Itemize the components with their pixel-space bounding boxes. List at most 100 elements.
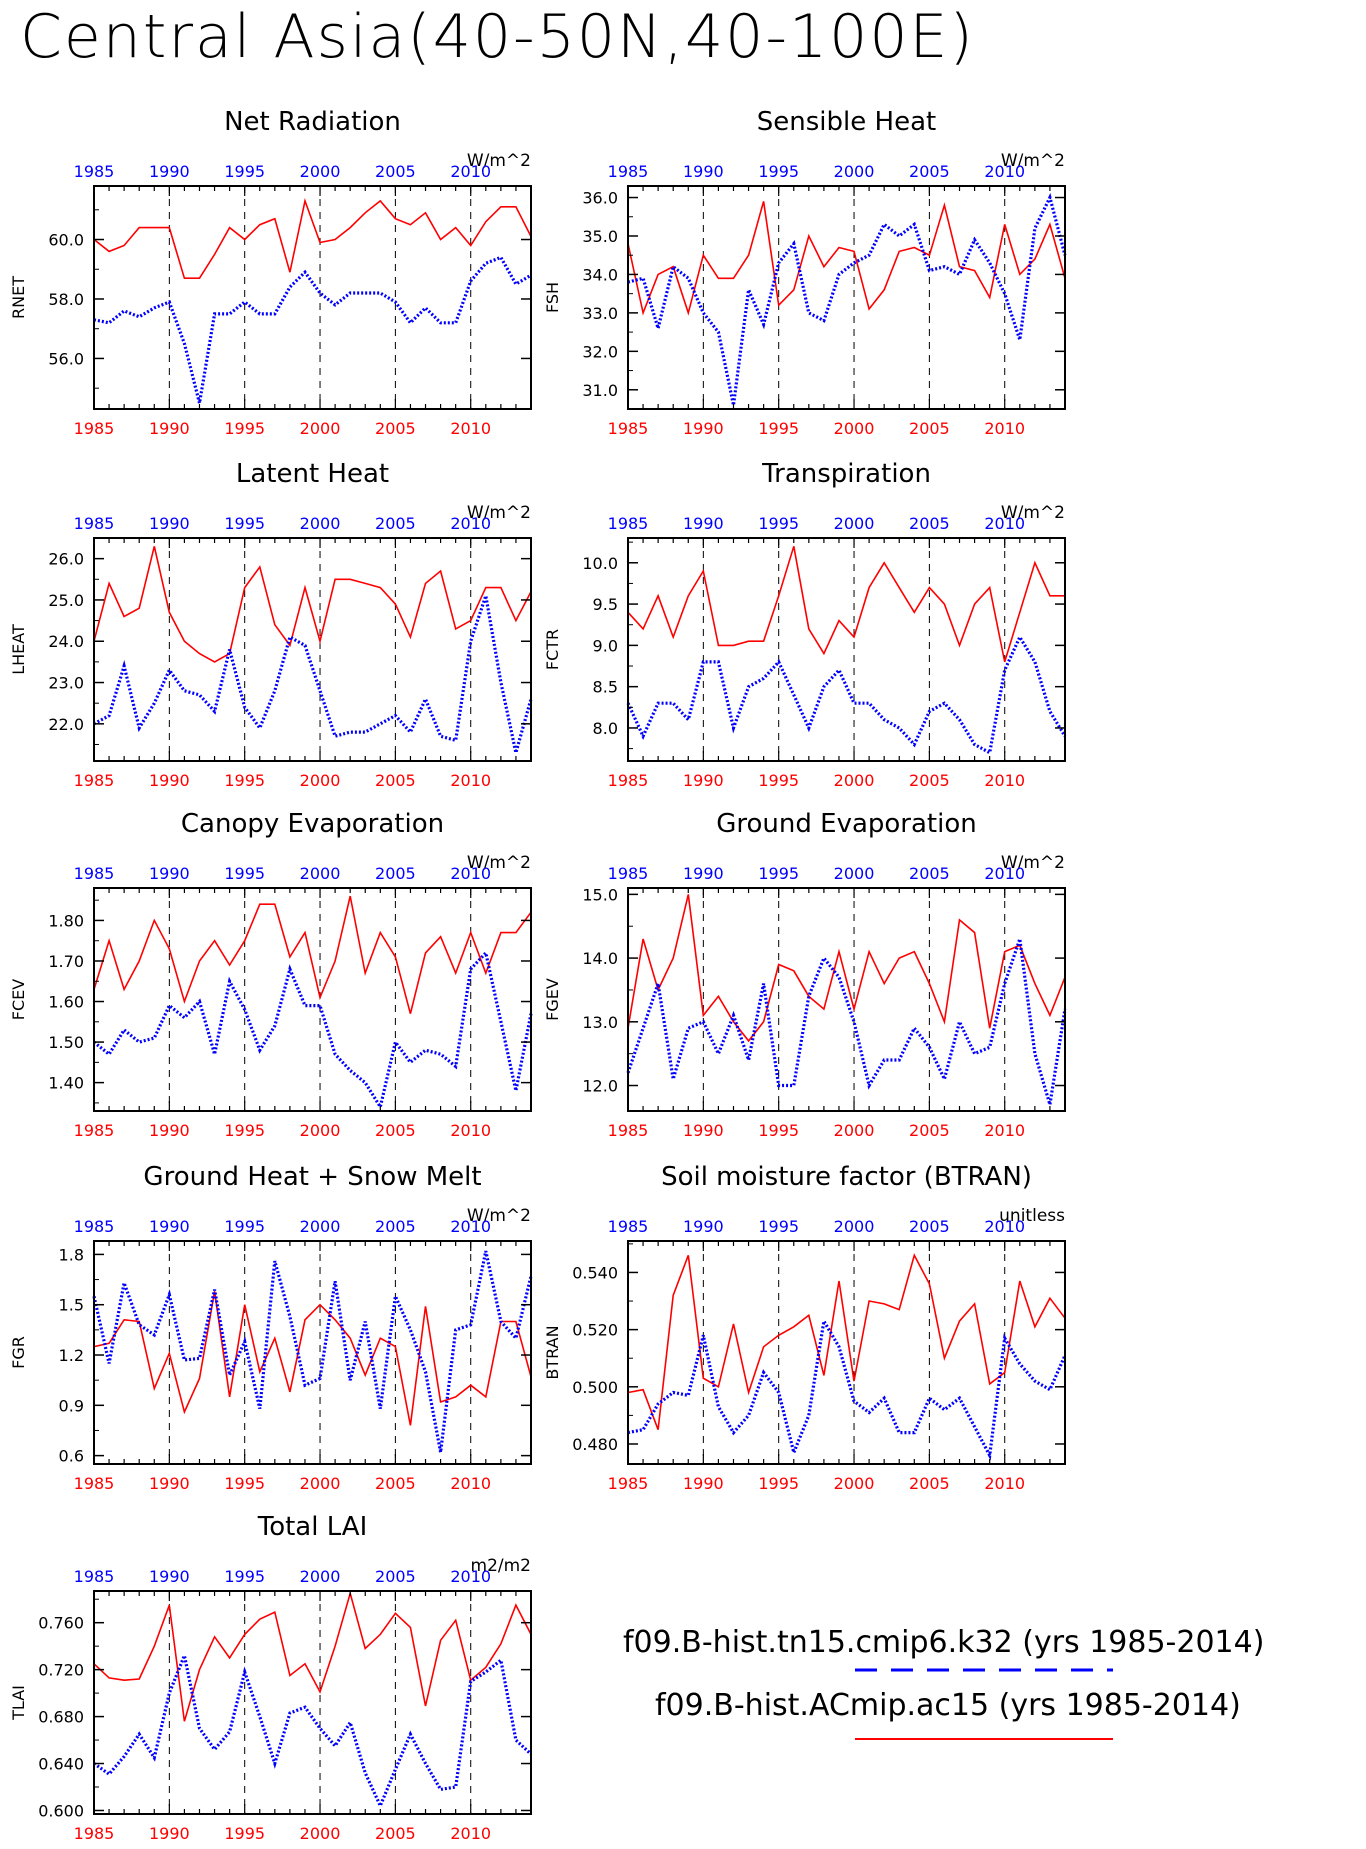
y-axis-label: FCTR (543, 629, 562, 670)
y-tick-label: 15.0 (582, 885, 618, 904)
x-bottom-tick-label: 2010 (450, 1474, 491, 1493)
panel-fgev: Ground Evaporation W/m^2 FGEV 12.0 13.0 14.0 1… (543, 809, 1067, 1140)
x-top-tick-label: 2010 (450, 1567, 491, 1586)
y-tick-label: 1.60 (48, 993, 84, 1012)
y-axis-label: LHEAT (9, 624, 28, 675)
y-tick-label: 33.0 (582, 304, 618, 323)
y-tick-label: 8.5 (593, 678, 618, 697)
x-bottom-tick-label: 2005 (909, 771, 950, 790)
y-tick-label: 24.0 (48, 632, 84, 651)
x-top-tick-label: 1990 (149, 1217, 190, 1236)
y-tick-label: 35.0 (582, 227, 618, 246)
panel-units: W/m^2 (467, 503, 531, 523)
x-bottom-tick-label: 1995 (224, 1824, 265, 1843)
x-bottom-tick-label: 2005 (375, 1824, 416, 1843)
series-case2-line (93, 546, 532, 663)
x-top-tick-label: 1985 (74, 1567, 115, 1586)
plot-frame (627, 887, 1066, 1112)
y-tick-label: 0.640 (38, 1755, 84, 1774)
x-bottom-tick-label: 2010 (450, 1121, 491, 1140)
x-bottom-tick-label: 2000 (300, 771, 341, 790)
panel-fsh: Sensible Heat W/m^2 FSH 31.0 32.0 33.0 34.0 35.… (543, 107, 1067, 438)
series-case1-line (626, 938, 1067, 1106)
y-axis-label: TLAI (9, 1685, 28, 1721)
x-bottom-tick-label: 1995 (224, 1121, 265, 1140)
x-bottom-tick-label: 1990 (149, 1121, 190, 1140)
plot-frame (627, 537, 1066, 762)
x-top-tick-label: 1995 (224, 864, 265, 883)
y-tick-label: 0.600 (38, 1801, 84, 1820)
panel-units: W/m^2 (467, 151, 531, 171)
x-bottom-tick-label: 1990 (149, 771, 190, 790)
x-top-tick-label: 1990 (683, 864, 724, 883)
y-axis-label: FGR (9, 1336, 28, 1369)
y-tick-label: 0.720 (38, 1661, 84, 1680)
x-top-tick-label: 2005 (909, 162, 950, 181)
panel-lheat: Latent Heat W/m^2 LHEAT 22.0 23.0 24.0 25.0 26.… (9, 459, 533, 790)
x-bottom-tick-label: 1985 (74, 1824, 115, 1843)
x-top-tick-label: 2000 (834, 162, 875, 181)
x-top-tick-label: 2000 (300, 1567, 341, 1586)
series-case1-line (92, 1250, 533, 1453)
x-top-tick-label: 2005 (375, 864, 416, 883)
x-bottom-tick-label: 2005 (375, 419, 416, 438)
x-top-tick-label: 1995 (758, 514, 799, 533)
panel-title: Total LAI (257, 1512, 368, 1542)
x-top-tick-label: 1985 (74, 514, 115, 533)
x-bottom-tick-label: 1990 (683, 1474, 724, 1493)
x-top-tick-label: 1990 (683, 1217, 724, 1236)
panel-title: Canopy Evaporation (181, 809, 444, 839)
legend-case1-swatch (855, 1668, 1113, 1672)
x-bottom-tick-label: 1990 (149, 419, 190, 438)
x-bottom-tick-label: 1995 (758, 1121, 799, 1140)
y-tick-label: 1.40 (48, 1074, 84, 1093)
y-tick-label: 0.540 (572, 1263, 618, 1282)
series-case2-line (93, 895, 532, 1014)
y-tick-label: 0.520 (572, 1321, 618, 1340)
x-bottom-tick-label: 2000 (834, 771, 875, 790)
x-top-tick-label: 2000 (300, 1217, 341, 1236)
x-bottom-tick-label: 1990 (683, 771, 724, 790)
x-top-tick-label: 1985 (74, 162, 115, 181)
y-tick-label: 0.480 (572, 1435, 618, 1454)
page-title: Central Asia(40-50N,40-100E) (20, 2, 975, 72)
plot-frame (627, 1240, 1066, 1465)
x-top-tick-label: 2005 (375, 1567, 416, 1586)
plot-frame (93, 185, 532, 410)
panel-title: Ground Evaporation (716, 809, 976, 839)
y-tick-label: 13.0 (582, 1013, 618, 1032)
x-top-tick-label: 2010 (984, 162, 1025, 181)
y-tick-label: 36.0 (582, 189, 618, 208)
series-case2-line (627, 894, 1066, 1043)
x-bottom-tick-label: 1990 (149, 1474, 190, 1493)
y-axis-label: FGEV (543, 978, 562, 1021)
x-top-tick-label: 1990 (683, 514, 724, 533)
x-bottom-tick-label: 2010 (450, 1824, 491, 1843)
x-top-tick-label: 2000 (300, 514, 341, 533)
panel-units: W/m^2 (1001, 853, 1065, 873)
x-top-tick-label: 2005 (375, 1217, 416, 1236)
panel-fcev: Canopy Evaporation W/m^2 FCEV 1.40 1.50 1.60 1… (9, 809, 533, 1140)
y-tick-label: 9.0 (593, 636, 618, 655)
x-top-tick-label: 1985 (608, 1217, 649, 1236)
x-bottom-tick-label: 1990 (683, 1121, 724, 1140)
x-top-tick-label: 1990 (149, 864, 190, 883)
y-tick-label: 10.0 (582, 554, 618, 573)
x-bottom-tick-label: 2000 (300, 1474, 341, 1493)
x-top-tick-label: 1990 (149, 162, 190, 181)
series-case1-line (626, 633, 1067, 756)
series-case2-line (627, 201, 1066, 316)
x-top-tick-label: 2010 (450, 162, 491, 181)
panel-title: Transpiration (761, 459, 931, 489)
x-top-tick-label: 2000 (834, 1217, 875, 1236)
y-tick-label: 9.5 (593, 595, 618, 614)
series-case2-line (93, 1291, 532, 1426)
x-bottom-tick-label: 2005 (375, 1121, 416, 1140)
panel-fgr: Ground Heat + Snow Melt W/m^2 FGR 0.6 0.9 1.2… (9, 1162, 533, 1493)
x-bottom-tick-label: 1995 (758, 1474, 799, 1493)
panel-tlai: Total LAI m2/m2 TLAI 0.600 0.640 0.680 0.720 0.… (9, 1512, 533, 1843)
x-bottom-tick-label: 2000 (834, 419, 875, 438)
y-tick-label: 1.50 (48, 1033, 84, 1052)
y-axis-label: BTRAN (543, 1325, 562, 1379)
y-axis-label: FCEV (9, 979, 28, 1020)
